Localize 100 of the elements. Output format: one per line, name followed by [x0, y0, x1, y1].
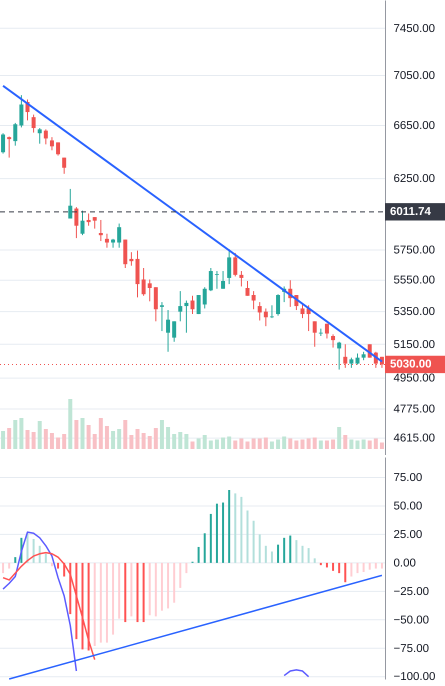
bar	[198, 546, 200, 563]
candlestick	[221, 270, 226, 290]
candlestick	[160, 302, 164, 332]
y-tick-label: −75.00	[394, 642, 429, 655]
bar	[324, 440, 329, 449]
candlestick	[196, 294, 201, 315]
candlestick	[104, 233, 109, 248]
bar	[44, 429, 48, 449]
bar	[75, 562, 78, 640]
candlestick	[276, 294, 280, 316]
bar	[374, 562, 377, 569]
candlestick	[264, 308, 268, 327]
y-tick-label: −25.00	[394, 586, 429, 598]
candlestick	[227, 248, 232, 285]
y-tick-label: −50.00	[394, 614, 429, 626]
bar	[130, 562, 132, 616]
bar	[62, 434, 66, 449]
bar	[332, 562, 334, 571]
bar	[276, 440, 280, 449]
candlestick	[312, 320, 317, 348]
y-tick-label: 50.00	[394, 500, 422, 512]
y-tick-label: 5750.00	[394, 244, 436, 256]
bar	[136, 562, 138, 622]
bar	[227, 436, 232, 449]
candlestick	[86, 213, 91, 226]
bar	[258, 438, 262, 449]
bar	[100, 562, 102, 643]
bar	[112, 562, 114, 635]
candlestick	[32, 114, 36, 134]
candlestick	[184, 300, 188, 334]
candlestick	[13, 122, 18, 146]
bar	[300, 440, 304, 449]
bar	[184, 434, 188, 449]
candlestick	[148, 278, 152, 302]
bar	[362, 562, 365, 572]
bar	[277, 544, 280, 563]
bar	[252, 438, 256, 449]
candlestick	[190, 295, 194, 315]
candlestick	[324, 323, 329, 339]
ref-line-label: 5030.00	[390, 358, 432, 370]
bar	[50, 433, 54, 449]
bar	[270, 551, 273, 563]
bar	[160, 420, 164, 449]
candlestick	[349, 357, 354, 368]
bar	[222, 502, 224, 563]
y-tick-label: 6250.00	[394, 173, 436, 186]
bar	[331, 440, 336, 449]
candlestick	[233, 252, 238, 277]
y-tick-label: 5150.00	[394, 338, 436, 351]
bar	[380, 562, 383, 569]
bar	[214, 440, 219, 449]
bar	[117, 429, 122, 449]
bar	[123, 420, 128, 449]
bar	[111, 431, 116, 449]
bar	[14, 557, 16, 563]
bar	[350, 562, 352, 577]
bar	[356, 562, 358, 574]
bar	[69, 562, 72, 614]
y-tick-label: 25.00	[394, 528, 422, 541]
bar	[80, 418, 84, 449]
bar	[38, 546, 41, 563]
bar	[202, 435, 207, 449]
candlestick	[1, 132, 6, 154]
bar	[240, 496, 242, 563]
bar	[294, 440, 298, 449]
candlestick	[246, 280, 250, 296]
bar	[88, 562, 90, 651]
candlestick	[98, 219, 103, 242]
line-series	[2, 531, 78, 672]
bar	[368, 440, 372, 449]
bar	[302, 546, 304, 563]
bar	[154, 562, 157, 616]
bar	[288, 438, 292, 449]
bar	[362, 440, 366, 449]
bar	[118, 562, 120, 619]
bar	[270, 442, 274, 449]
candlestick	[356, 352, 360, 365]
bar	[380, 442, 384, 449]
bar	[216, 504, 218, 563]
candlestick	[38, 128, 42, 144]
candlestick	[44, 128, 48, 145]
candlestick	[270, 304, 274, 319]
bar	[86, 425, 91, 449]
bar	[252, 520, 255, 563]
bar	[210, 514, 212, 563]
bar	[190, 442, 194, 449]
bar	[94, 562, 96, 646]
bar	[264, 546, 267, 563]
y-tick-label: 5550.00	[394, 274, 436, 287]
y-tick-label: 4950.00	[394, 372, 436, 385]
bar	[142, 433, 146, 449]
candlestick	[239, 270, 244, 287]
bar	[221, 438, 226, 449]
bar	[246, 510, 248, 563]
bar	[68, 399, 72, 449]
candlestick	[56, 142, 60, 156]
y-tick-label: 4615.00	[394, 432, 436, 445]
bar	[173, 562, 176, 603]
y-tick-label: −100.00	[394, 671, 436, 684]
bar	[374, 438, 378, 449]
